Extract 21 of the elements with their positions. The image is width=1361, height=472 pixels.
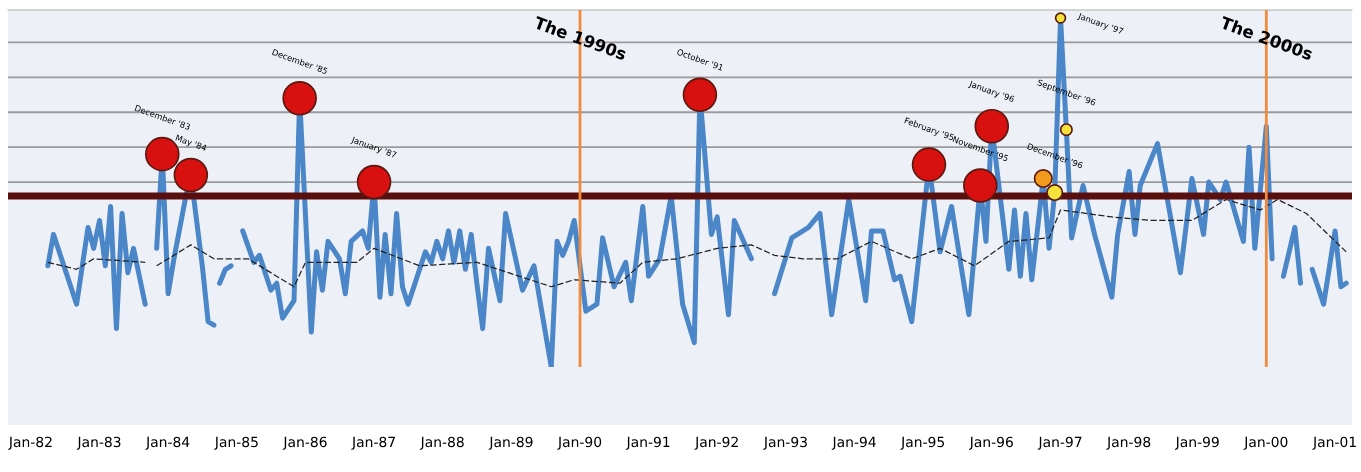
x-tick-label: Jan-89 xyxy=(488,436,533,450)
x-tick-label: Jan-98 xyxy=(1106,436,1151,450)
x-tick-label: Jan-87 xyxy=(351,436,395,450)
x-tick-label: Jan-85 xyxy=(214,436,258,450)
x-tick-label: Jan-84 xyxy=(145,436,190,450)
x-tick-label: Jan-88 xyxy=(419,436,464,450)
x-tick-label: Jan-99 xyxy=(1174,436,1219,450)
x-tick-label: Jan-86 xyxy=(282,436,327,450)
x-tick-label: Jan-97 xyxy=(1037,436,1082,450)
annotation: May '84 xyxy=(174,134,208,153)
x-tick-label: Jan-82 xyxy=(8,436,52,450)
x-tick-label: Jan-95 xyxy=(900,436,944,450)
x-tick-label: Jan-00 xyxy=(1243,436,1288,450)
x-tick-label: Jan-91 xyxy=(625,436,670,450)
x-tick-label: Jan-92 xyxy=(694,436,738,450)
x-tick-label: Jan-96 xyxy=(968,436,1013,450)
x-tick-label: Jan-94 xyxy=(831,436,876,450)
x-tick-label: Jan-93 xyxy=(763,436,807,450)
x-tick-label: Jan-01 xyxy=(1312,436,1356,450)
x-tick-label: Jan-83 xyxy=(76,436,121,450)
x-tick-label: Jan-90 xyxy=(557,436,602,450)
